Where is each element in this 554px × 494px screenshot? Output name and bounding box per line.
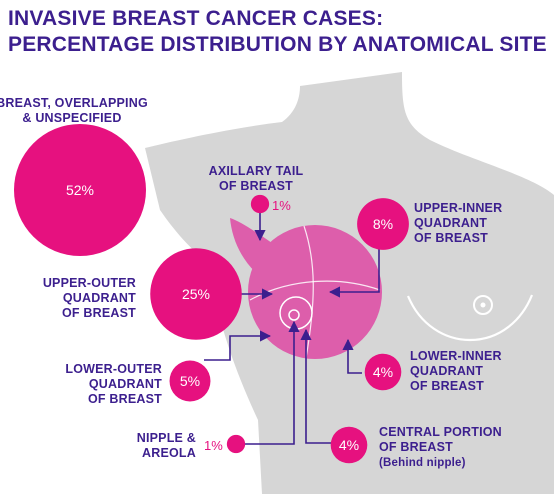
right-nipple-dot: [480, 302, 486, 308]
bubble-overlapping: [14, 124, 146, 256]
site-label-nipple-areola-line-2: AREOLA: [142, 446, 196, 460]
site-label-upper-outer: UPPER-OUTER QUADRANT OF BREAST: [43, 276, 136, 320]
site-label-lower-outer-line-1: LOWER-OUTER: [65, 362, 162, 376]
site-label-lower-inner-line-2: QUADRANT: [410, 364, 483, 378]
value-label-upper-inner: 8%: [373, 216, 393, 232]
site-label-upper-inner-line-3: OF BREAST: [414, 231, 488, 245]
bubble-lower-inner: [364, 353, 402, 391]
site-label-central-line-1: CENTRAL PORTION: [379, 425, 502, 439]
value-label-overlapping: 52%: [66, 182, 94, 198]
site-label-axillary-tail-line-2: OF BREAST: [219, 179, 293, 193]
site-labels: BREAST, OVERLAPPING & UNSPECIFIED UPPER-OU…: [0, 96, 502, 469]
bubble-upper-inner: [357, 198, 409, 250]
site-label-upper-outer-line-3: OF BREAST: [62, 306, 136, 320]
site-label-central: CENTRAL PORTION OF BREAST (Behind nipple): [379, 425, 502, 469]
right-nipple-outline: [473, 295, 493, 315]
value-label-central: 4%: [339, 437, 359, 453]
site-label-nipple-areola: NIPPLE & AREOLA: [137, 431, 196, 460]
arrow-central: [300, 328, 336, 444]
value-label-nipple-areola: 1%: [204, 438, 223, 453]
site-label-central-line-3: (Behind nipple): [379, 457, 466, 469]
left-nipple: [288, 309, 300, 321]
chart-title-line-1: INVASIVE BREAST CANCER CASES:: [8, 7, 384, 30]
site-label-upper-outer-line-2: QUADRANT: [63, 291, 136, 305]
site-label-upper-outer-line-1: UPPER-OUTER: [43, 276, 136, 290]
bubbles: 52% 25% 8% 5% 4% 4% 1% 1%: [14, 124, 409, 464]
value-label-upper-outer: 25%: [182, 286, 210, 302]
chart-title: INVASIVE BREAST CANCER CASES: PERCENTAGE…: [8, 6, 547, 58]
bubble-central: [330, 426, 368, 464]
site-label-lower-inner-line-1: LOWER-INNER: [410, 349, 502, 363]
bubble-nipple-areola: [226, 434, 246, 454]
chart-title-line-2: PERCENTAGE DISTRIBUTION BY ANATOMICAL SI…: [8, 33, 547, 56]
bubble-upper-outer: [150, 248, 242, 340]
site-label-overlapping-line-2: & UNSPECIFIED: [22, 111, 121, 125]
site-label-nipple-areola-line-1: NIPPLE &: [137, 431, 196, 445]
site-label-axillary-tail: AXILLARY TAIL OF BREAST: [209, 164, 304, 193]
site-label-upper-inner-line-1: UPPER-INNER: [414, 201, 502, 215]
value-label-lower-outer: 5%: [180, 373, 200, 389]
site-label-upper-inner-line-2: QUADRANT: [414, 216, 487, 230]
value-label-lower-inner: 4%: [373, 364, 393, 380]
bubble-axillary-tail: [250, 194, 270, 214]
site-label-axillary-tail-line-1: AXILLARY TAIL: [209, 164, 304, 178]
left-breast: [248, 225, 382, 359]
site-label-lower-outer: LOWER-OUTER QUADRANT OF BREAST: [65, 362, 162, 406]
site-label-lower-outer-line-2: QUADRANT: [89, 377, 162, 391]
arrow-lower-inner: [342, 338, 362, 374]
right-breast-contour: [406, 294, 534, 342]
site-label-central-line-2: OF BREAST: [379, 440, 453, 454]
site-label-lower-inner: LOWER-INNER QUADRANT OF BREAST: [410, 349, 502, 393]
site-label-overlapping-line-1: BREAST, OVERLAPPING: [0, 96, 148, 110]
arrow-lower-outer: [204, 330, 272, 361]
site-label-overlapping: BREAST, OVERLAPPING & UNSPECIFIED: [0, 96, 148, 125]
site-label-upper-inner: UPPER-INNER QUADRANT OF BREAST: [414, 201, 502, 245]
value-label-axillary-tail: 1%: [272, 198, 291, 213]
site-label-lower-outer-line-3: OF BREAST: [88, 392, 162, 406]
bubble-lower-outer: [169, 360, 211, 402]
site-label-lower-inner-line-3: OF BREAST: [410, 379, 484, 393]
arrow-nipple-areola: [236, 320, 300, 445]
